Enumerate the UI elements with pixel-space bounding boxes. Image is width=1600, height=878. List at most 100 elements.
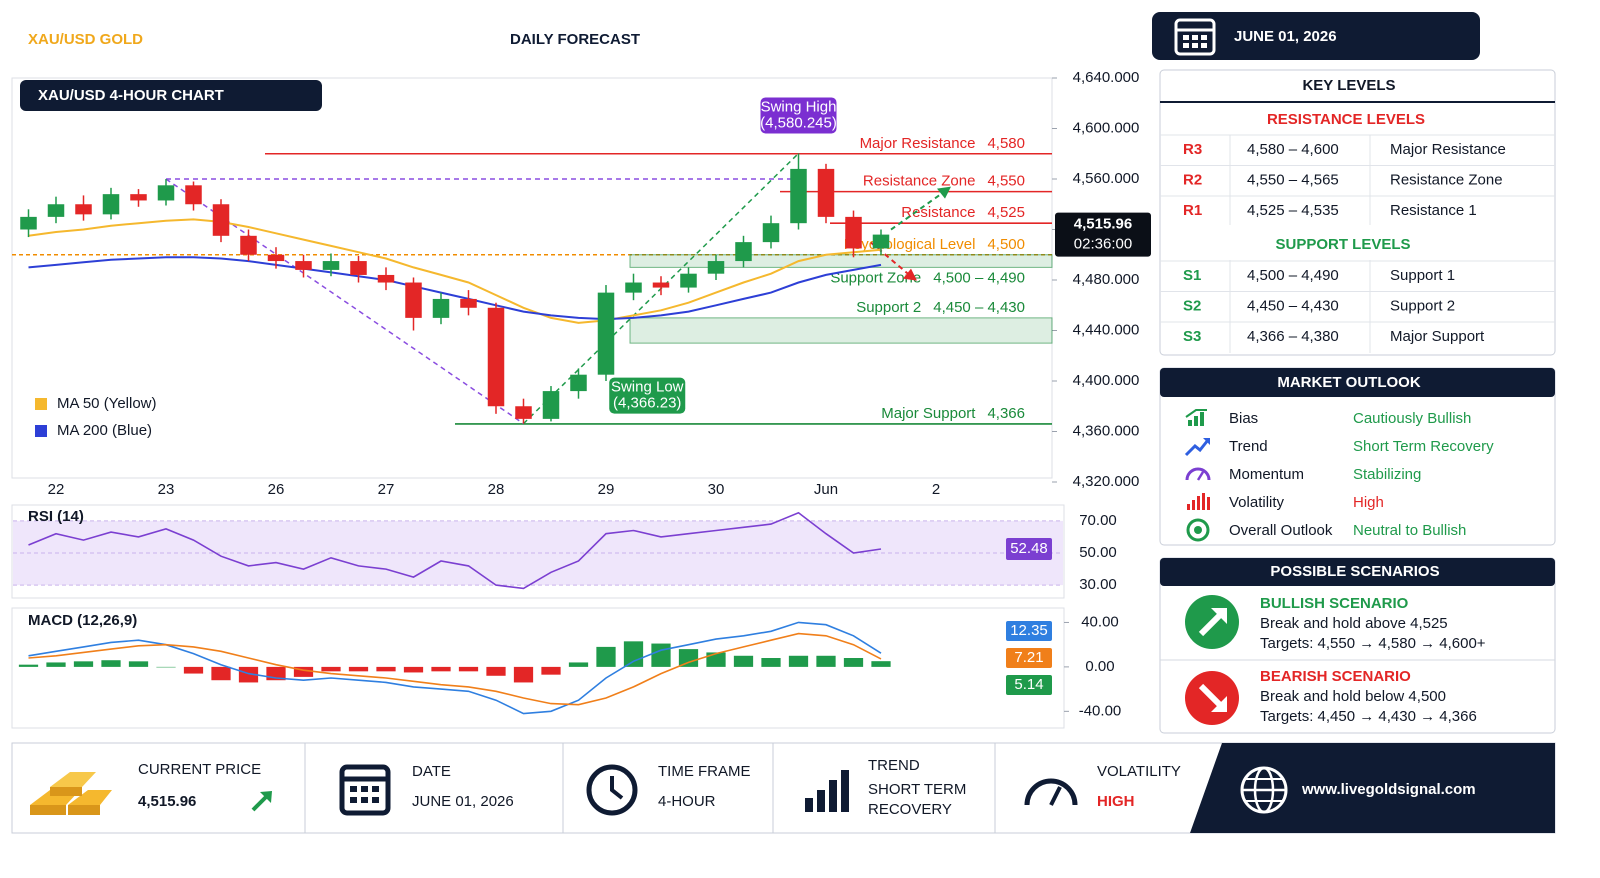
macd-histogram — [541, 666, 561, 675]
key-level-cell: Support 1 — [1390, 267, 1455, 284]
resistance-title: RESISTANCE LEVELS — [1267, 111, 1425, 128]
scenario-rows: BULLISH SCENARIO Break and hold above 4,5… — [1260, 595, 1486, 725]
rsi-value-box — [1006, 538, 1052, 561]
key-level-cell: R3 — [1183, 141, 1202, 158]
level-label: Major Resistance 4,580 — [860, 135, 1025, 152]
candle-body — [102, 194, 120, 215]
candle-body — [432, 298, 450, 318]
outlook-icons — [1184, 409, 1211, 542]
timeframe-value: 4-HOUR — [658, 793, 716, 810]
trend-value: RECOVERY — [868, 801, 952, 818]
candle-body — [157, 185, 175, 201]
macd-line — [28, 632, 882, 706]
key-levels-panel — [1159, 69, 1556, 356]
candle-body — [460, 298, 477, 308]
level-label: Resistance Zone 4,550 — [863, 173, 1025, 190]
x-tick-label: 29 — [598, 481, 615, 498]
macd-title: MACD (12,26,9) — [28, 612, 137, 629]
candle-body — [625, 282, 642, 293]
key-level-cell: S1 — [1183, 267, 1201, 284]
key-level-cell: 4,366 – 4,380 — [1247, 328, 1339, 345]
scenarios-title: POSSIBLE SCENARIOS — [1270, 563, 1439, 580]
legend-label: MA 50 (Yellow) — [57, 395, 157, 412]
key-level-cell: 4,525 – 4,535 — [1247, 202, 1339, 219]
key-level-cell: R2 — [1183, 171, 1202, 188]
rsi-title: RSI (14) — [28, 508, 84, 525]
candle-body — [185, 185, 202, 205]
macd-histogram — [651, 643, 671, 667]
outlook-value: Cautiously Bullish — [1353, 410, 1471, 427]
bear-arrow-head — [903, 268, 917, 281]
macd-histogram — [211, 666, 231, 681]
x-tick-label: 2 — [932, 481, 940, 498]
macd-line — [28, 621, 882, 715]
x-tick-label: 22 — [48, 481, 65, 498]
price-panel — [11, 77, 1053, 479]
macd-histogram — [458, 666, 479, 672]
candle-body — [652, 282, 670, 288]
trend-label: TREND — [868, 757, 920, 774]
calendar-icon — [1174, 18, 1216, 56]
outlook-value: Short Term Recovery — [1353, 438, 1494, 455]
macd-value: 7.21 — [1014, 649, 1043, 666]
candle-body — [515, 406, 532, 419]
macd-histogram — [376, 666, 396, 672]
macd-value: 5.14 — [1014, 676, 1043, 693]
macd-histogram — [733, 655, 754, 667]
volatility-label: VOLATILITY — [1097, 763, 1181, 780]
website: www.livegoldsignal.com — [1301, 781, 1476, 798]
legend-label: MA 200 (Blue) — [57, 422, 152, 439]
y-tick-label: 4,400.000 — [1073, 372, 1140, 389]
scenario-targets: Targets: 4,550 → 4,580 → 4,600+ — [1260, 635, 1486, 652]
x-tick-label: 27 — [378, 481, 395, 498]
candle-body — [212, 204, 230, 236]
outlook-value: Neutral to Bullish — [1353, 522, 1466, 539]
macd-histogram — [761, 658, 781, 667]
scenario-targets: Targets: 4,450 → 4,430 → 4,366 — [1260, 708, 1477, 725]
y-tick-label: 4,440.000 — [1073, 321, 1140, 338]
level-name: Major Support — [881, 405, 976, 422]
x-tick-label: 28 — [488, 481, 505, 498]
trend-icon — [1184, 438, 1210, 457]
annotation-box — [609, 377, 686, 414]
level-label: Support 2 4,450 – 4,430 — [856, 299, 1025, 316]
macd-histogram — [101, 660, 121, 667]
level-name: Resistance Zone — [863, 173, 976, 190]
macd-histogram — [238, 666, 259, 683]
globe-icon — [1240, 766, 1288, 814]
macd-histogram — [486, 666, 506, 676]
key-level-cell: Support 2 — [1390, 297, 1455, 314]
candle-body — [350, 261, 367, 275]
y-tick-label: 4,360.000 — [1073, 422, 1140, 439]
x-tick-label: Jun — [814, 481, 838, 498]
candle-body — [295, 261, 312, 270]
macd-histogram — [843, 658, 864, 667]
outlook-value: Stabilizing — [1353, 466, 1421, 483]
bars-icon — [805, 770, 849, 812]
key-level-cell: 4,450 – 4,430 — [1247, 297, 1339, 314]
up-arrow-head — [260, 791, 272, 803]
price-tag-value: 4,515.96 — [1074, 216, 1132, 233]
y-tick-label: 30.00 — [1079, 576, 1117, 593]
candle-body — [322, 261, 340, 270]
macd-histogram — [403, 666, 424, 673]
outlook-label: Volatility — [1229, 494, 1285, 511]
key-levels-title: KEY LEVELS — [1302, 77, 1395, 94]
scenario-condition: Break and hold above 4,525 — [1260, 615, 1448, 632]
macd-histogram — [816, 655, 836, 667]
candle-body — [75, 204, 92, 215]
date-label: DATE — [412, 763, 451, 780]
volatility-icon — [1187, 493, 1210, 510]
level-name: Major Resistance — [860, 135, 976, 152]
chart-layer: 4,640.0004,600.0004,560.0004,520.0004,48… — [12, 69, 1151, 719]
candle-body — [130, 194, 147, 201]
candle-body — [267, 254, 285, 262]
candle-body — [487, 307, 505, 407]
macd-histogram — [706, 652, 726, 667]
key-level-cell: S2 — [1183, 297, 1201, 314]
legend-swatch — [35, 398, 47, 410]
bearish-icon — [1185, 671, 1239, 725]
legend-swatch — [35, 425, 47, 437]
